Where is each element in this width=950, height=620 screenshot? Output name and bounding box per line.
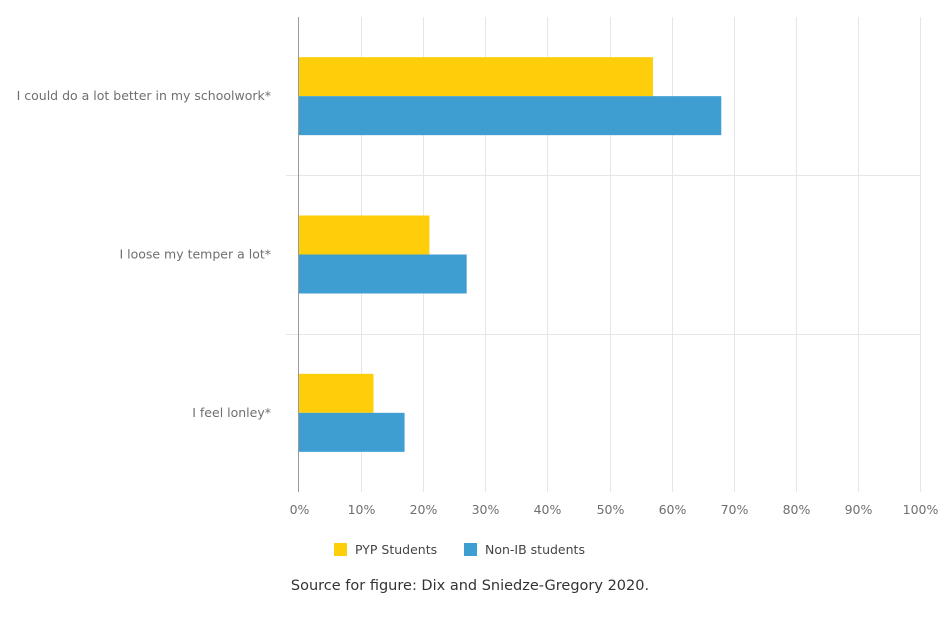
figure-caption: Source for figure: Dix and Sniedze-Grego… [290, 578, 650, 594]
legend-item-pyp: PYP Students [334, 542, 437, 557]
bar-chart: 0% 10% 20% 30% 40% 50% 60% 70% 80% 90% 100% I could… [17, 17, 939, 517]
x-tick-label: 60% [659, 502, 687, 517]
category-label: I loose my temper a lot* [119, 247, 271, 262]
labels: 0% 10% 20% 30% 40% 50% 60% 70% 80% 90% 100% I could… [17, 88, 939, 517]
x-tick-label: 80% [783, 502, 811, 517]
legend-item-non-ib: Non-IB students [464, 542, 585, 557]
x-tick-label: 100% [903, 502, 939, 517]
bars [299, 57, 722, 452]
legend-swatch-non-ib [464, 543, 477, 556]
bar [299, 96, 722, 136]
legend: PYP Students Non-IB students [0, 542, 950, 562]
x-tick-label: 20% [410, 502, 438, 517]
bar [299, 373, 374, 413]
x-tick-label: 90% [845, 502, 873, 517]
category-label: I could do a lot better in my schoolwork… [17, 88, 271, 103]
x-tick-label: 10% [348, 502, 376, 517]
bar [299, 412, 405, 452]
x-tick-label: 0% [290, 502, 310, 517]
legend-label-non-ib: Non-IB students [485, 542, 585, 557]
legend-label-pyp: PYP Students [355, 542, 438, 557]
bar [299, 57, 653, 97]
x-tick-label: 50% [597, 502, 625, 517]
x-tick-label: 70% [721, 502, 749, 517]
category-label: I feel lonley* [192, 405, 271, 420]
x-tick-label: 30% [472, 502, 500, 517]
x-tick-label: 40% [534, 502, 562, 517]
bar [299, 215, 430, 255]
bar [299, 254, 467, 294]
legend-swatch-pyp [334, 543, 347, 556]
